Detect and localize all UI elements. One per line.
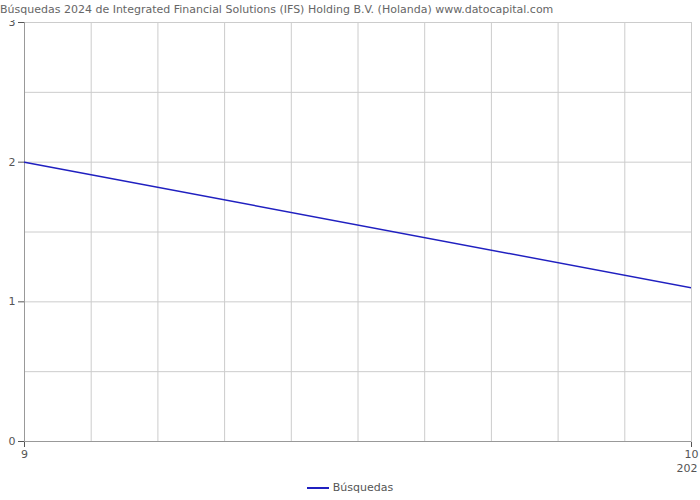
html-text:Búsquedas 2024 de Integrated F: Búsquedas 2024 de Integrated Financial S… bbox=[0, 3, 554, 16]
svg-text:10: 10 bbox=[685, 448, 699, 461]
svg-text:202: 202 bbox=[677, 462, 698, 475]
html-text:Búsquedas: Búsquedas bbox=[332, 481, 394, 494]
svg-text:1: 1 bbox=[9, 295, 16, 308]
svg-text:3: 3 bbox=[9, 20, 16, 29]
svg-text:2: 2 bbox=[9, 156, 16, 169]
svg-text:0: 0 bbox=[9, 435, 16, 448]
svg-text:9: 9 bbox=[21, 448, 28, 461]
